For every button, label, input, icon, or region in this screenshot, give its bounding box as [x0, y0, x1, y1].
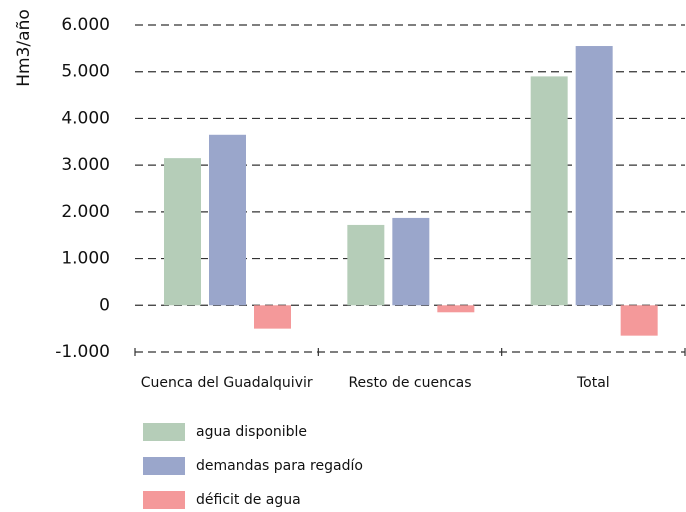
bar [164, 158, 201, 306]
y-tick-label: 3.000 [61, 155, 110, 175]
bar [392, 217, 430, 306]
bar [254, 305, 291, 329]
y-axis-label: Hm3/año [14, 9, 34, 86]
legend-swatch [143, 457, 185, 475]
y-tick-label: 4.000 [61, 108, 110, 128]
bar [620, 305, 658, 336]
legend-label: déficit de agua [196, 492, 301, 508]
bar [347, 224, 385, 306]
bar [575, 46, 613, 306]
bar [209, 134, 246, 306]
bar [530, 76, 568, 306]
x-tick-label: Resto de cuencas [348, 375, 471, 391]
x-tick-label: Total [576, 375, 610, 391]
legend-swatch [143, 491, 185, 509]
x-tick-label: Cuenca del Guadalquivir [141, 375, 313, 391]
y-tick-label: 6.000 [61, 15, 110, 35]
y-tick-label: 0 [99, 295, 110, 315]
legend-swatch [143, 423, 185, 441]
y-tick-label: 1.000 [61, 249, 110, 269]
y-tick-label: 2.000 [61, 202, 110, 222]
bar [437, 305, 475, 313]
y-tick-label: -1.000 [55, 342, 110, 362]
legend-label: demandas para regadío [196, 458, 363, 474]
y-tick-label: 5.000 [61, 62, 110, 82]
legend-label: agua disponible [196, 424, 307, 440]
